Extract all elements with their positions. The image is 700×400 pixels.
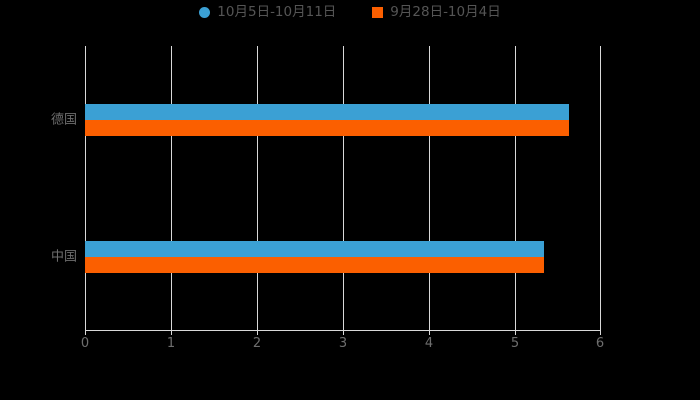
chart-legend: 10月5日-10月11日 9月28日-10月4日: [0, 4, 700, 20]
gridline-5: [515, 46, 516, 330]
plot-area: [85, 46, 601, 330]
legend-label-series-2: 9月28日-10月4日: [390, 4, 501, 20]
gridline-6: [600, 46, 601, 330]
x-tick-mark-1: [171, 330, 172, 335]
x-tick-mark-3: [343, 330, 344, 335]
x-tick-label-2: 2: [252, 336, 262, 351]
x-tick-mark-0: [85, 330, 86, 335]
x-tick-mark-6: [600, 330, 601, 335]
gridline-0: [85, 46, 86, 330]
bar-series-2-category-1[interactable]: [85, 257, 544, 273]
bar-series-1-category-1[interactable]: [85, 241, 544, 257]
legend-dot-icon: [199, 7, 211, 19]
x-tick-label-1: 1: [166, 336, 176, 351]
bar-series-2-category-0[interactable]: [85, 120, 569, 136]
bar-series-1-category-0[interactable]: [85, 104, 569, 120]
gridline-1: [171, 46, 172, 330]
x-tick-label-5: 5: [510, 336, 520, 351]
gridline-3: [343, 46, 344, 330]
x-tick-mark-5: [515, 330, 516, 335]
y-tick-label-china: 中国: [50, 249, 77, 265]
x-tick-mark-2: [257, 330, 258, 335]
x-tick-mark-4: [429, 330, 430, 335]
legend-item-series-2[interactable]: 9月28日-10月4日: [372, 4, 501, 20]
gridline-4: [429, 46, 430, 330]
gridline-2: [257, 46, 258, 330]
legend-square-icon: [372, 7, 384, 19]
x-tick-label-4: 4: [424, 336, 434, 351]
legend-item-series-1[interactable]: 10月5日-10月11日: [199, 4, 337, 20]
legend-label-series-1: 10月5日-10月11日: [217, 4, 337, 20]
x-tick-label-6: 6: [595, 336, 605, 351]
x-tick-label-0: 0: [80, 336, 90, 351]
y-tick-label-germany: 德国: [50, 112, 77, 128]
x-tick-label-3: 3: [338, 336, 348, 351]
